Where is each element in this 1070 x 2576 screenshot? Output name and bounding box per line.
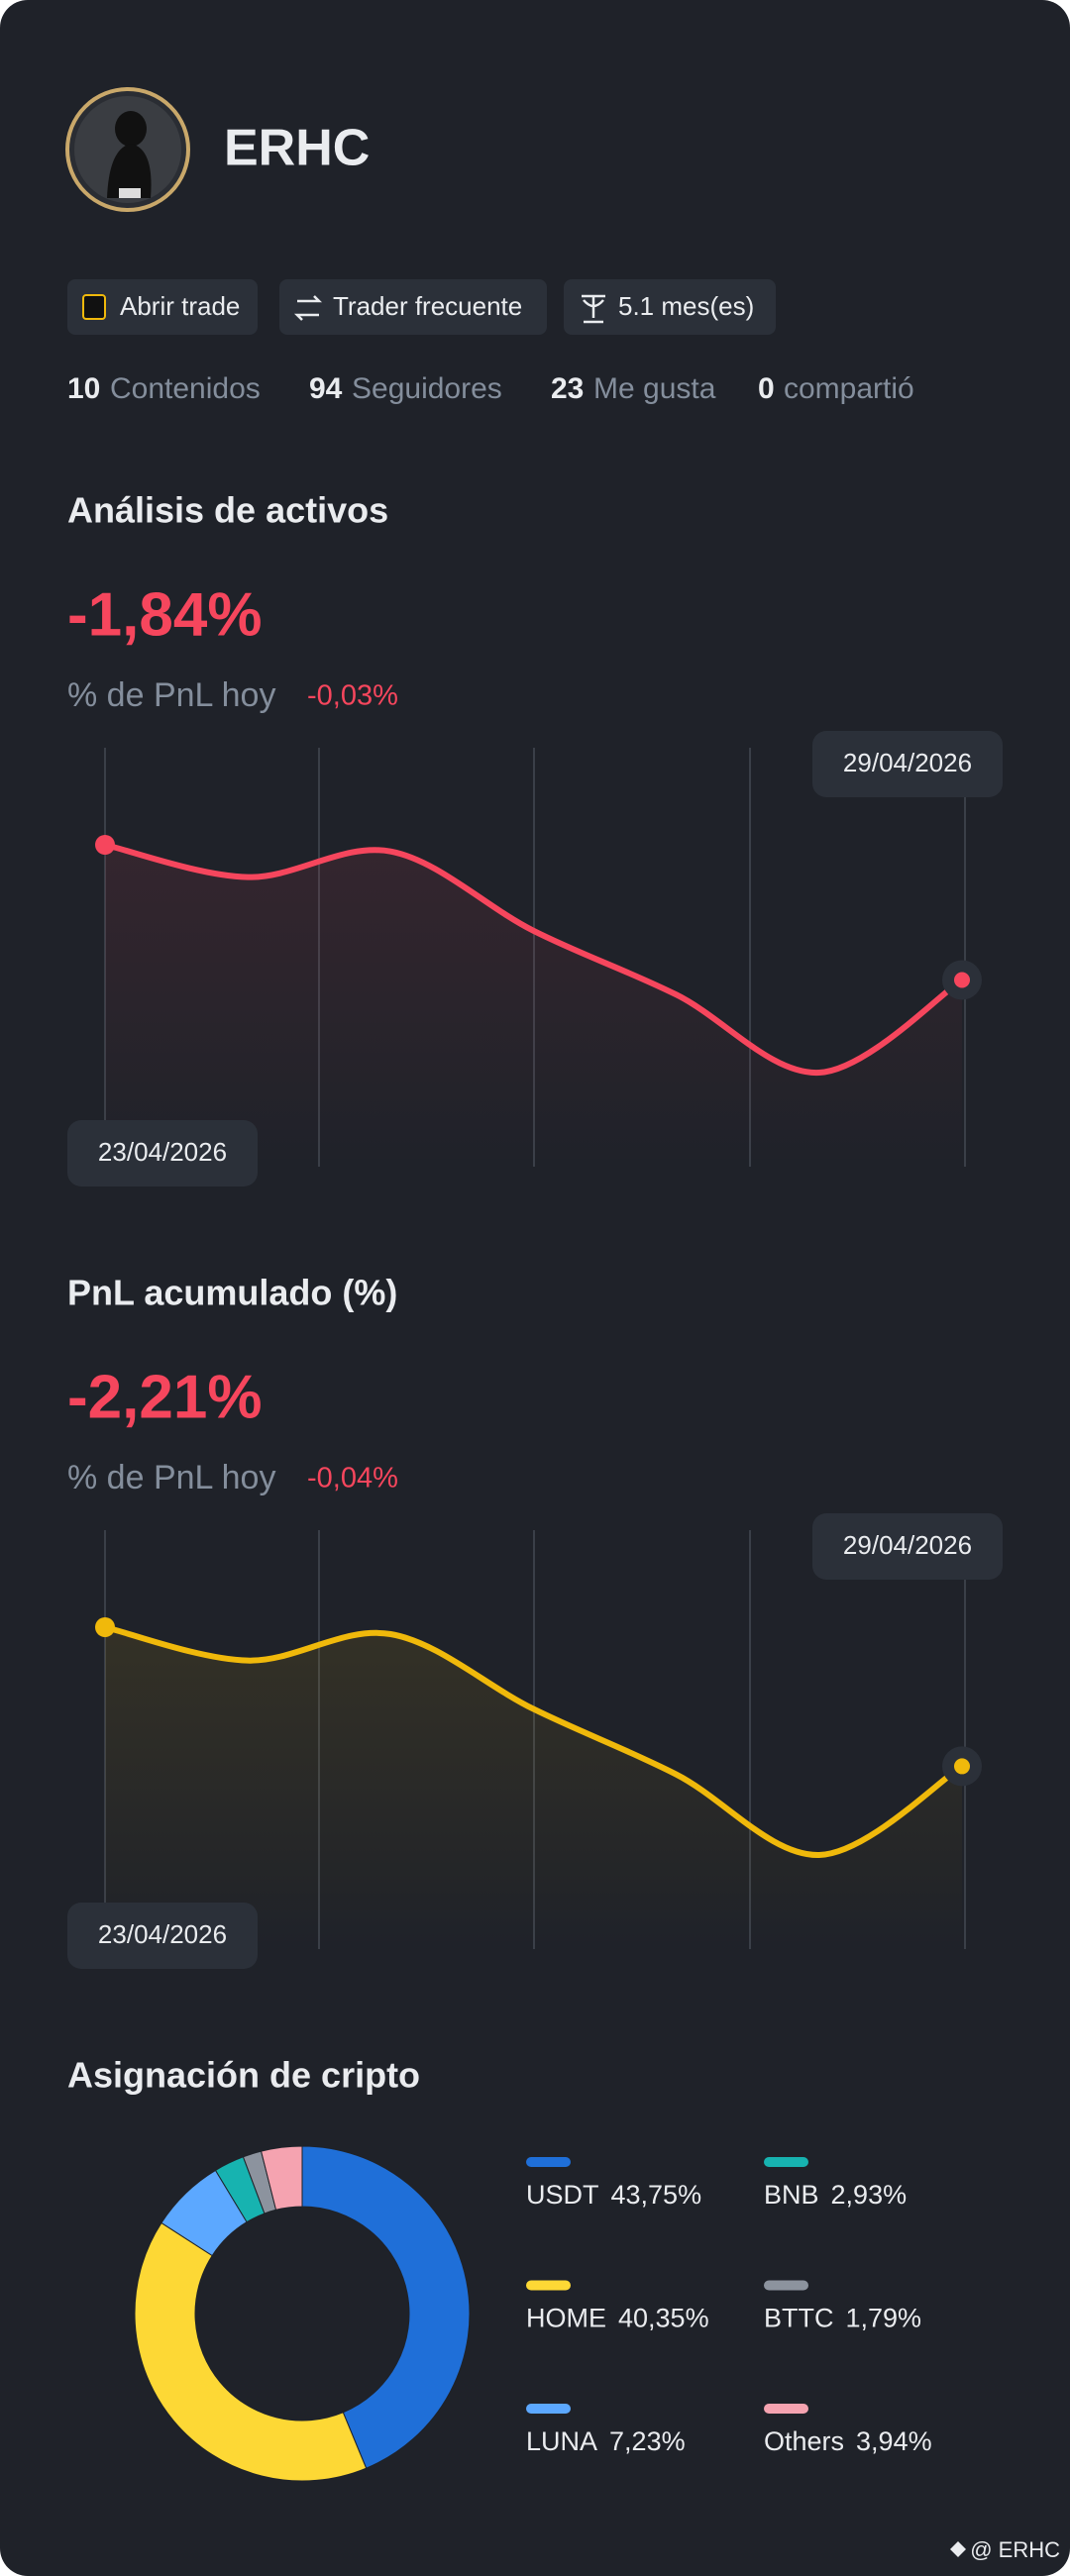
legend-value: 40,35% [618, 2304, 709, 2333]
legend-value: 7,23% [609, 2426, 686, 2456]
legend-swatch [764, 2280, 808, 2291]
watermark-logo [950, 2541, 966, 2557]
watermark: @ ERHC [970, 2537, 1060, 2562]
stat-value: 23 [551, 372, 584, 405]
headline: -2,21% [67, 1363, 262, 1431]
legend-swatch [526, 2404, 571, 2414]
stat-label: Contenidos [110, 372, 261, 405]
donut-slice [260, 2145, 303, 2211]
change: -0,04% [307, 1463, 398, 1494]
line [102, 842, 965, 1077]
change: -0,03% [307, 680, 398, 712]
date-tag [67, 1903, 258, 1969]
badge-label: Abrir trade [120, 291, 240, 321]
legend-label: HOME [526, 2304, 606, 2333]
avatar [65, 87, 190, 212]
stat-value: 0 [758, 372, 775, 405]
badge-label: Trader frecuente [333, 291, 522, 321]
legend-swatch [764, 2157, 808, 2167]
stat-label: Me gusta [593, 372, 716, 405]
legend-label: BNB [764, 2180, 819, 2210]
legend-value: 2,93% [831, 2180, 908, 2210]
legend-swatch [764, 2404, 808, 2414]
username: ERHC [224, 120, 370, 177]
x-label: 23/04/2026 [98, 1137, 227, 1167]
start-point [95, 1617, 115, 1637]
legend-value: 43,75% [611, 2180, 702, 2210]
x-label: 29/04/2026 [843, 1530, 972, 1560]
legend-label: BTTC [764, 2304, 834, 2333]
badge[interactable]: 5.1 mes(es) [564, 279, 776, 335]
date-tag [812, 1513, 1003, 1580]
x-label: 23/04/2026 [98, 1919, 227, 1949]
date-tag [67, 1120, 258, 1186]
section-title: Análisis de activos [67, 490, 388, 531]
end-point [954, 1758, 970, 1775]
stat-value: 94 [309, 372, 343, 405]
badge[interactable]: Abrir trade [67, 279, 258, 335]
badge[interactable]: Trader frecuente [279, 279, 547, 335]
donut-slice [134, 2221, 368, 2482]
section-title: PnL acumulado (%) [67, 1273, 397, 1313]
stat-label: Seguidores [352, 372, 502, 405]
legend-label: USDT [526, 2180, 599, 2210]
legend-label: Others [764, 2426, 844, 2456]
line [102, 1624, 965, 1859]
stat-label: compartió [784, 372, 914, 405]
legend-label: LUNA [526, 2426, 597, 2456]
area [105, 845, 962, 1167]
legend-swatch [526, 2157, 571, 2167]
area [105, 1627, 962, 1949]
stat-value: 10 [67, 372, 100, 405]
legend-value: 3,94% [856, 2426, 932, 2456]
date-tag [812, 731, 1003, 797]
section-title: Asignación de cripto [67, 2055, 420, 2096]
start-point [95, 835, 115, 855]
donut-slice [301, 2145, 471, 2469]
subtitle: % de PnL hoy [67, 676, 275, 714]
legend-swatch [526, 2280, 571, 2291]
x-label: 29/04/2026 [843, 748, 972, 777]
headline: -1,84% [67, 580, 262, 649]
legend-value: 1,79% [846, 2304, 922, 2333]
end-point [954, 972, 970, 988]
badge-label: 5.1 mes(es) [618, 291, 754, 321]
subtitle: % de PnL hoy [67, 1459, 275, 1496]
